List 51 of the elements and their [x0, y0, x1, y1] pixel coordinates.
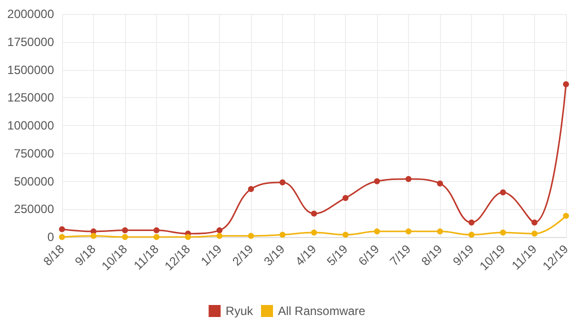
- point: [216, 227, 222, 234]
- point: [311, 210, 317, 217]
- point: [406, 228, 412, 234]
- point: [468, 232, 474, 238]
- y-tick-label: 500000: [14, 174, 54, 188]
- y-tick-label: 250000: [14, 202, 54, 216]
- point: [59, 234, 65, 240]
- point: [280, 232, 286, 238]
- point: [154, 227, 160, 234]
- point: [406, 176, 412, 182]
- point: [563, 212, 569, 219]
- point: [563, 81, 569, 88]
- x-tick-label: 9/19: [450, 242, 477, 268]
- point: [311, 230, 317, 236]
- x-tick-label: 6/19: [356, 242, 382, 268]
- point: [248, 232, 254, 239]
- x-tick-label: 4/19: [292, 242, 320, 268]
- y-tick-label: 0: [47, 230, 54, 244]
- point: [216, 232, 222, 239]
- point: [437, 228, 443, 234]
- point: [122, 234, 128, 240]
- point: [374, 228, 380, 234]
- point: [532, 220, 538, 226]
- point: [185, 234, 191, 240]
- y-tick-label: 1000000: [7, 118, 54, 132]
- point: [342, 194, 348, 201]
- point: [500, 189, 506, 196]
- legend-label: Ryuk: [226, 304, 254, 318]
- x-tick-label: 3/19: [261, 242, 288, 268]
- point: [248, 186, 254, 192]
- y-tick-label: 750000: [14, 146, 54, 160]
- x-tick-label: 8/19: [418, 242, 446, 268]
- point: [468, 220, 474, 226]
- x-tick-label: 7/19: [387, 242, 414, 268]
- legend-label: All Ransomware: [278, 304, 366, 318]
- point: [342, 232, 348, 238]
- y-tick-label: 2000000: [7, 7, 54, 21]
- y-tick-label: 1750000: [7, 34, 54, 49]
- point: [122, 227, 128, 234]
- point: [437, 180, 443, 186]
- y-tick-label: 1250000: [7, 90, 54, 105]
- point: [90, 232, 96, 239]
- point: [374, 178, 380, 184]
- point: [59, 226, 65, 232]
- y-tick-label: 1500000: [7, 62, 54, 77]
- x-tick-label: 1/19: [198, 242, 225, 268]
- point: [280, 179, 286, 186]
- point: [500, 230, 506, 236]
- point: [154, 234, 160, 240]
- x-tick-label: 5/19: [324, 242, 351, 268]
- point: [532, 230, 538, 237]
